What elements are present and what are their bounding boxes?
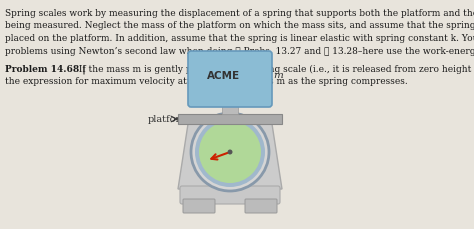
Text: problems using Newton’s second law when doing Ⓡ Probs. 13.27 and Ⓡ 13.28–here us: problems using Newton’s second law when …	[5, 46, 474, 55]
Text: ACME: ACME	[208, 71, 241, 81]
Ellipse shape	[228, 150, 233, 155]
Text: placed on the platform. In addition, assume that the spring is linear elastic wi: placed on the platform. In addition, ass…	[5, 34, 474, 43]
Text: If the mass m is gently placed on the spring scale (i.e., it is released from ze: If the mass m is gently placed on the sp…	[73, 65, 474, 74]
FancyBboxPatch shape	[245, 199, 277, 213]
Text: Spring scales work by measuring the displacement of a spring that supports both : Spring scales work by measuring the disp…	[5, 9, 474, 18]
Polygon shape	[178, 124, 282, 189]
Text: m: m	[273, 71, 283, 81]
Text: Problem 14.68 |: Problem 14.68 |	[5, 65, 86, 74]
Bar	[178, 114, 282, 124]
Ellipse shape	[191, 113, 269, 191]
FancyBboxPatch shape	[188, 51, 272, 107]
Bar	[222, 104, 238, 114]
Text: the expression for maximum velocity attained by the mass m as the spring compres: the expression for maximum velocity atta…	[5, 77, 408, 87]
FancyBboxPatch shape	[183, 199, 215, 213]
Ellipse shape	[195, 117, 265, 187]
FancyBboxPatch shape	[180, 186, 280, 204]
Text: platform: platform	[148, 115, 191, 125]
Text: being measured. Neglect the mass of the platform on which the mass sits, and ass: being measured. Neglect the mass of the …	[5, 22, 474, 30]
Ellipse shape	[199, 121, 261, 183]
